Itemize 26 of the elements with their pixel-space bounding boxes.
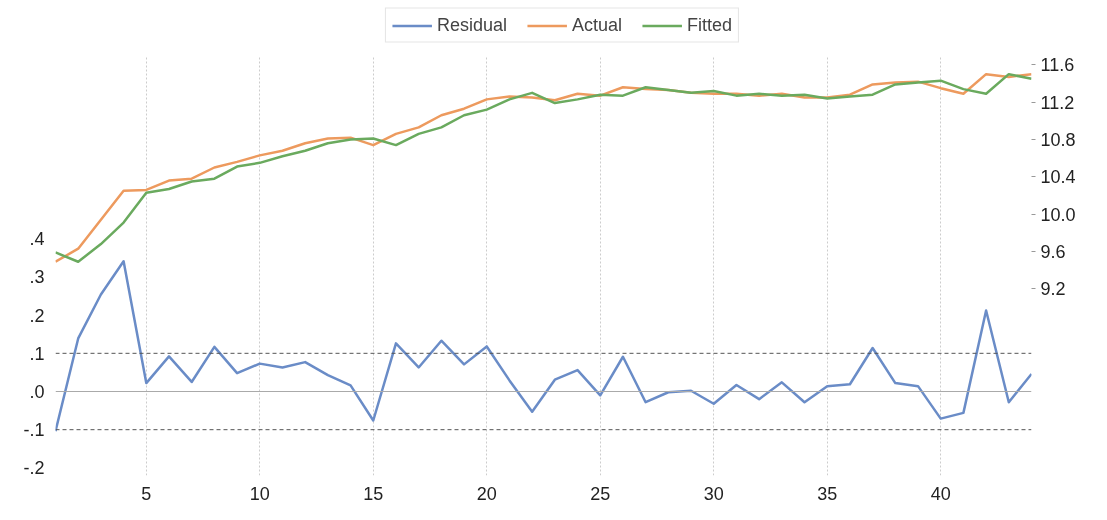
line-series: [55, 260, 1032, 433]
y2-tick-label: 10.0: [1040, 204, 1076, 225]
legend-label: Fitted: [687, 14, 733, 36]
x-tick-label: 20: [476, 483, 497, 504]
y-tick-label: .0: [29, 382, 45, 402]
x-tick-label: 15: [363, 483, 384, 504]
x-tick-label: 25: [590, 483, 611, 504]
y-tick-label: -.2: [23, 458, 45, 479]
y2-tick-label: 10.8: [1040, 130, 1076, 150]
y-tick-label: .1: [29, 343, 45, 364]
legend-label: Residual: [436, 14, 507, 36]
y2-tick-label: 9.6: [1040, 242, 1066, 262]
y2-tick-label: 11.2: [1040, 92, 1075, 113]
y2-tick-label: 10.4: [1040, 167, 1076, 188]
x-tick-label: 35: [817, 483, 838, 504]
x-tick-label: 5: [141, 483, 152, 504]
y2-tick-label: 11.6: [1040, 55, 1075, 76]
y-tick-label: .2: [29, 305, 45, 326]
y-tick-label: -.1: [23, 420, 45, 441]
y2-tick-label: 9.2: [1040, 279, 1066, 300]
x-tick-label: 10: [249, 483, 270, 504]
x-tick-label: 40: [930, 483, 951, 504]
y-tick-label: .4: [29, 229, 45, 250]
y-tick-label: .3: [29, 267, 45, 288]
legend-label: Actual: [571, 14, 623, 36]
x-tick-label: 30: [703, 483, 724, 504]
